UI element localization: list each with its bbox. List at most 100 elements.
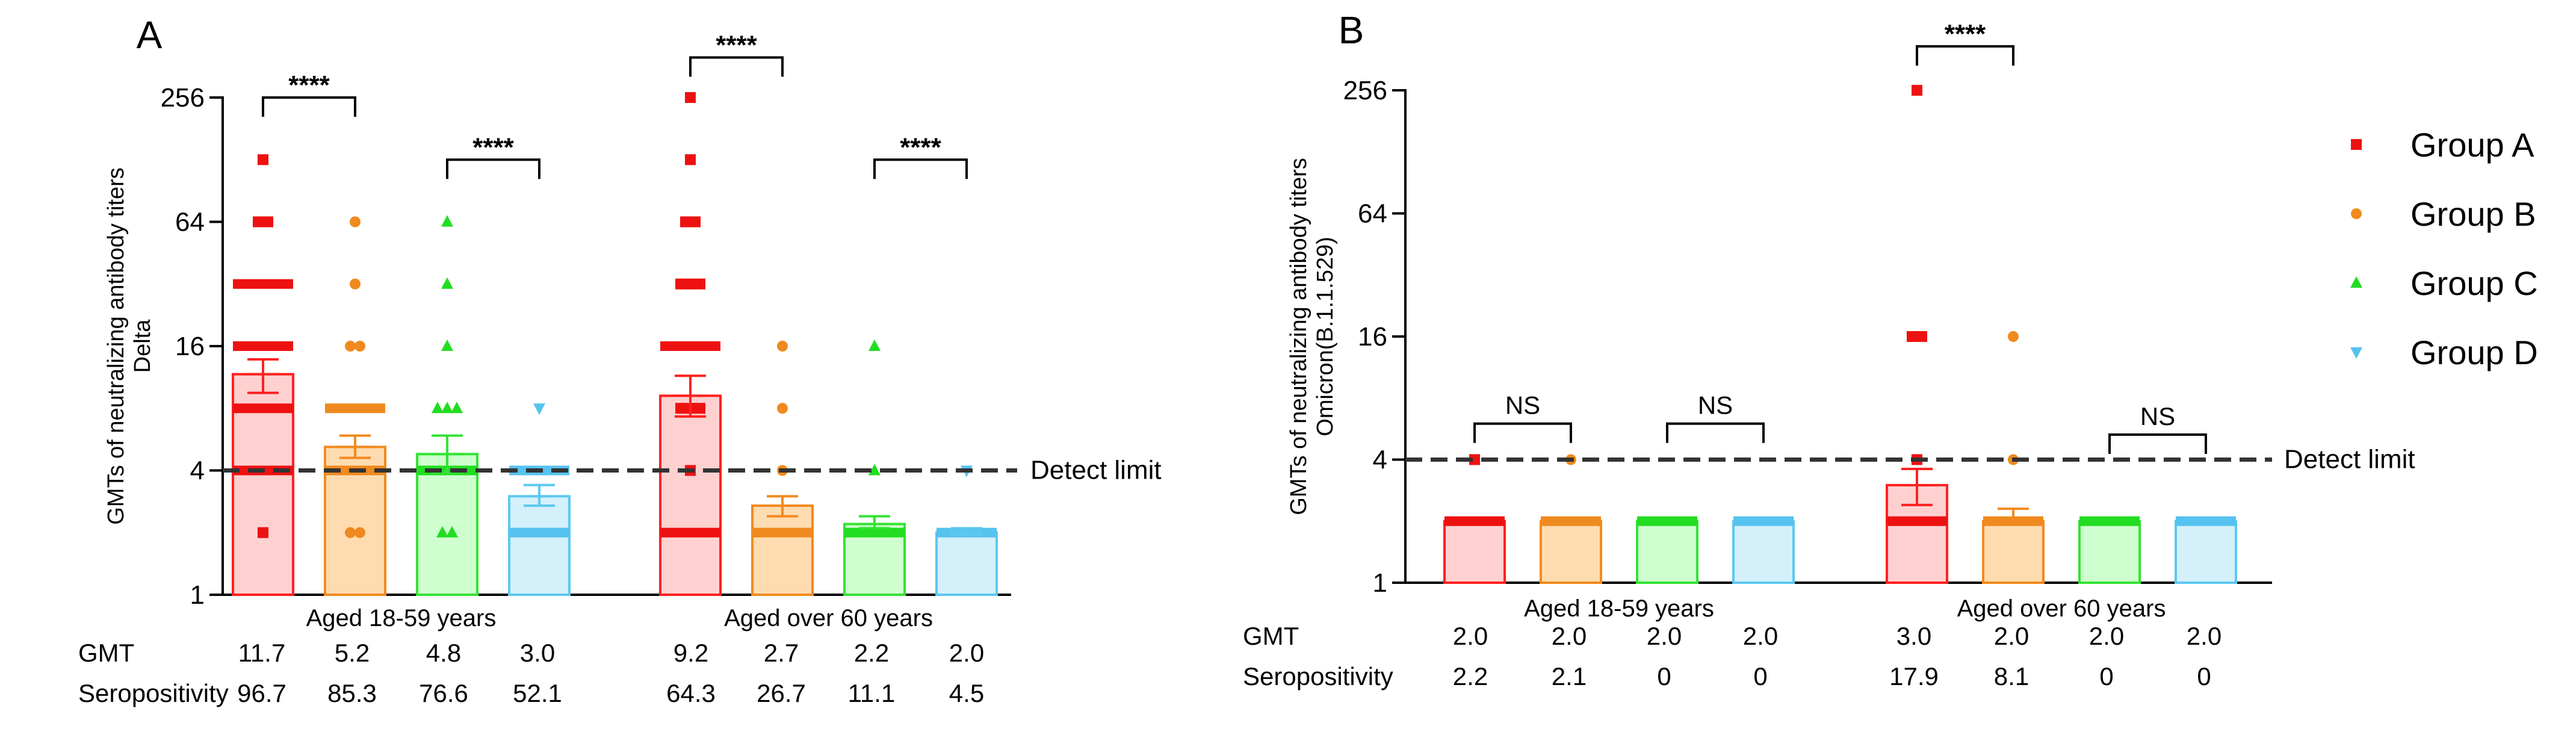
bar-group-b — [1982, 520, 2045, 584]
data-point — [345, 527, 356, 538]
data-point — [685, 92, 696, 103]
panel-a: A GMTs of neutralizing antibody titers Del… — [78, 13, 1162, 707]
data-point-band — [233, 341, 293, 351]
table-cell: 11.1 — [848, 679, 896, 707]
table-cell: 4.8 — [426, 639, 461, 667]
data-point-band — [844, 527, 905, 538]
data-point — [262, 216, 273, 228]
data-point-band — [2176, 516, 2236, 526]
table-cell: 0 — [2197, 662, 2211, 690]
bar-group-a — [1443, 520, 1506, 584]
cluster-label: Aged over 60 years — [1957, 595, 2166, 622]
bar-group-d — [935, 531, 998, 596]
table-cell: 2.0 — [1552, 622, 1587, 650]
data-point — [253, 216, 264, 228]
bar-group-c — [1636, 520, 1698, 584]
data-point — [345, 341, 356, 352]
data-point — [685, 278, 696, 290]
table-cell: 3.0 — [1896, 622, 1931, 650]
bar-group-c — [2078, 520, 2141, 584]
y-tick-label: 4 — [1373, 445, 1387, 475]
table-cell: 52.1 — [513, 679, 562, 707]
data-point — [675, 403, 686, 414]
legend-item: Group B — [2351, 195, 2536, 233]
table-cell: 64.3 — [666, 679, 716, 707]
comparison-label: **** — [472, 132, 514, 162]
table-row-label: GMT — [78, 639, 134, 667]
legend-item: Group A — [2351, 126, 2534, 164]
data-point-band — [233, 403, 293, 414]
data-point — [777, 341, 788, 352]
data-point — [258, 527, 268, 538]
cluster — [659, 92, 998, 596]
table-row-label: GMT — [1243, 622, 1299, 650]
legend-marker-icon — [2350, 347, 2362, 359]
cluster-label: Aged over 60 years — [724, 605, 933, 631]
panel-letter: A — [137, 13, 163, 57]
data-point-band — [752, 527, 813, 538]
data-point — [777, 403, 788, 414]
legend-marker-icon — [2351, 139, 2362, 150]
table-cell: 2.0 — [1453, 622, 1488, 650]
data-point-band — [1637, 516, 1697, 526]
data-point — [441, 215, 453, 227]
y-tick-label: 16 — [1358, 322, 1387, 352]
data-point — [432, 402, 444, 414]
data-point — [441, 340, 453, 351]
y-tick-label: 16 — [175, 332, 205, 361]
legend-item: Group C — [2350, 264, 2538, 302]
data-point — [868, 464, 881, 476]
table-cell: 8.1 — [1994, 662, 2029, 690]
table-cell: 0 — [2099, 662, 2113, 690]
data-point — [680, 216, 691, 228]
data-point — [1469, 454, 1480, 465]
comparison-bracket — [1666, 422, 1765, 443]
table-cell: 11.7 — [238, 639, 286, 667]
table-cell: 2.0 — [1743, 622, 1778, 650]
data-point — [355, 527, 365, 538]
panel-letter: B — [1339, 8, 1364, 52]
data-point — [1916, 331, 1927, 342]
table-row-label: Seropositivity — [1243, 662, 1393, 690]
table-cell: 85.3 — [327, 679, 377, 707]
data-point — [2008, 331, 2019, 342]
comparison-bracket — [873, 158, 968, 179]
data-point-band — [660, 341, 720, 351]
comparison-label: NS — [1698, 391, 1733, 420]
bar-group-b — [751, 504, 814, 596]
data-point-band — [1541, 516, 1601, 526]
table-cell: 96.7 — [237, 679, 286, 707]
table-cell: 3.0 — [520, 639, 555, 667]
table-cell: 9.2 — [673, 639, 708, 667]
y-tick-label: 64 — [1358, 199, 1387, 229]
y-tick-label: 1 — [1373, 568, 1387, 598]
y-tick-label: 64 — [175, 208, 205, 237]
table-cell: 4.5 — [949, 679, 984, 707]
y-axis-label-line: Omicron(B.1.1.529) — [1313, 237, 1338, 436]
cluster — [1886, 85, 2237, 584]
data-point — [1907, 331, 1918, 342]
bar-group-a — [659, 394, 722, 596]
data-point — [355, 341, 365, 352]
table-cell: 0 — [1753, 662, 1767, 690]
bar-group-d — [1732, 520, 1795, 584]
table-cell: 2.1 — [1552, 662, 1587, 690]
data-point — [436, 526, 448, 538]
data-point — [690, 216, 701, 228]
comparison-bracket — [262, 96, 356, 117]
table-cell: 2.0 — [2089, 622, 2124, 650]
data-point — [350, 278, 361, 290]
bar-group-b — [1540, 520, 1602, 584]
legend-label: Group C — [2410, 264, 2538, 302]
data-point — [868, 340, 881, 351]
comparison-bracket — [1473, 422, 1572, 443]
legend-item: Group D — [2350, 333, 2538, 371]
detect-limit-label: Detect limit — [1030, 456, 1162, 485]
table-cell: 5.2 — [335, 639, 370, 667]
table-cell: 2.2 — [1453, 662, 1488, 690]
y-axis-label: GMTs of neutralizing antibody titers Delt… — [104, 167, 155, 525]
legend-marker-icon — [2351, 208, 2362, 219]
y-axis-label-line: Delta — [130, 319, 155, 373]
data-point — [533, 403, 545, 415]
